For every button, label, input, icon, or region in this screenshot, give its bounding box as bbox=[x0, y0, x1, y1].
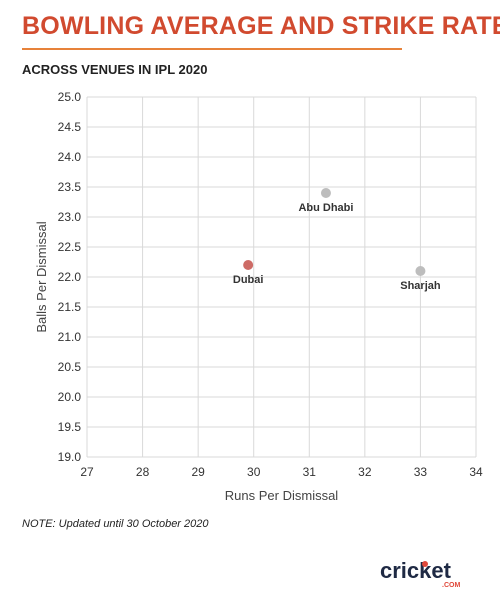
y-tick-label: 25.0 bbox=[58, 90, 82, 104]
y-tick-label: 21.5 bbox=[58, 300, 82, 314]
y-tick-label: 19.5 bbox=[58, 420, 82, 434]
scatter-chart: 27 28 29 30 31 32 33 34 19.0 19.5 20.0 20.5 21.0 21.5… bbox=[34, 90, 483, 503]
x-tick-label: 30 bbox=[247, 465, 261, 479]
cricket-com-logo: cricket .COM bbox=[380, 558, 460, 588]
chart-title: BOWLING AVERAGE AND STRIKE RATE bbox=[22, 12, 500, 40]
data-point-label: Abu Dhabi bbox=[298, 202, 353, 214]
x-tick-label: 33 bbox=[414, 465, 428, 479]
y-tick-label: 24.0 bbox=[58, 150, 82, 164]
x-axis-title: Runs Per Dismissal bbox=[225, 488, 339, 503]
y-tick-label: 19.0 bbox=[58, 450, 82, 464]
y-tick-label: 20.5 bbox=[58, 360, 82, 374]
x-tick-label: 32 bbox=[358, 465, 372, 479]
y-tick-label: 22.0 bbox=[58, 270, 82, 284]
data-point-label: Sharjah bbox=[400, 280, 441, 292]
x-tick-label: 31 bbox=[303, 465, 317, 479]
y-tick-label: 21.0 bbox=[58, 330, 82, 344]
title-underline bbox=[22, 48, 402, 50]
x-tick-label: 27 bbox=[80, 465, 94, 479]
footnote: NOTE: Updated until 30 October 2020 bbox=[22, 518, 209, 530]
x-tick-label: 28 bbox=[136, 465, 150, 479]
data-point-label: Dubai bbox=[233, 274, 264, 286]
data-point bbox=[243, 260, 254, 270]
chart-subtitle: ACROSS VENUES IN IPL 2020 bbox=[22, 62, 208, 77]
data-point bbox=[320, 188, 331, 198]
svg-text:cricket: cricket bbox=[380, 558, 452, 583]
y-tick-label: 22.5 bbox=[58, 240, 82, 254]
x-tick-label: 29 bbox=[191, 465, 205, 479]
y-tick-label: 20.0 bbox=[58, 390, 82, 404]
y-tick-label: 23.0 bbox=[58, 210, 82, 224]
y-axis-title: Balls Per Dismissal bbox=[34, 221, 49, 332]
y-tick-label: 24.5 bbox=[58, 120, 82, 134]
x-tick-label: 34 bbox=[469, 465, 483, 479]
y-tick-label: 23.5 bbox=[58, 180, 82, 194]
svg-text:.COM: .COM bbox=[442, 582, 460, 588]
data-point bbox=[415, 266, 426, 276]
